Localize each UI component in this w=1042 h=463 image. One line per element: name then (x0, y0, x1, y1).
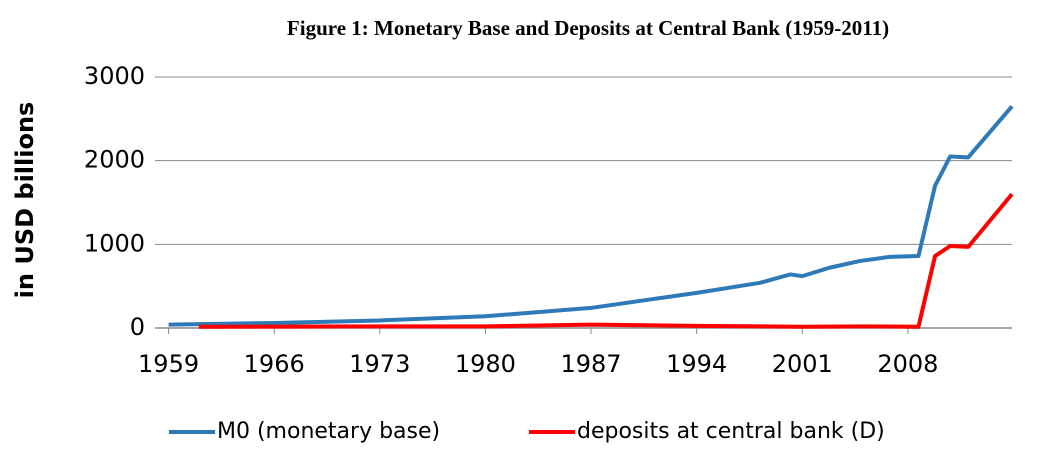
x-tick-label: 1980 (455, 350, 516, 378)
x-tick-label: 1994 (666, 350, 727, 378)
chart-title: Figure 1: Monetary Base and Deposits at … (287, 16, 889, 40)
x-tick-label: 1959 (138, 350, 199, 378)
series-line (198, 192, 1014, 329)
series-line (168, 104, 1014, 327)
y-tick-label: 3000 (84, 62, 145, 90)
x-tick-label: 2001 (772, 350, 833, 378)
x-tick-label: 1973 (349, 350, 410, 378)
legend-label: M0 (monetary base) (217, 419, 440, 444)
y-tick-label: 0 (130, 313, 145, 341)
y-tick-label: 2000 (84, 146, 145, 174)
y-axis-label: in USD billions (11, 102, 39, 299)
x-tick-label: 2008 (877, 350, 938, 378)
legend-label: deposits at central bank (D) (577, 419, 885, 444)
x-tick-label: 1966 (244, 350, 305, 378)
x-tick-label: 1987 (561, 350, 622, 378)
y-tick-label: 1000 (84, 229, 145, 257)
